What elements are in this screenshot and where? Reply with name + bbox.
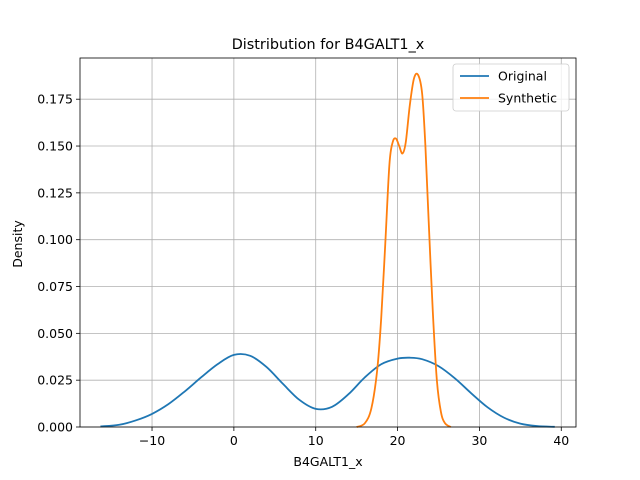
x-tick-label: 0 <box>230 433 238 448</box>
y-tick-label: 0.175 <box>37 92 73 107</box>
series-lines <box>100 72 555 428</box>
x-axis-ticks: −10 0 10 20 30 40 <box>139 427 569 448</box>
y-tick-label: 0.000 <box>37 420 73 435</box>
grid <box>80 58 576 428</box>
y-tick-label: 0.075 <box>37 279 73 294</box>
x-axis-label: B4GALT1_x <box>293 454 362 469</box>
x-tick-label: 20 <box>390 433 406 448</box>
y-axis-label: Density <box>10 220 25 268</box>
y-tick-label: 0.100 <box>37 232 73 247</box>
x-tick-label: 10 <box>308 433 324 448</box>
legend-label-synthetic: Synthetic <box>498 91 557 106</box>
plot-area <box>79 57 577 428</box>
series-line-original <box>100 353 555 428</box>
x-tick-label: 40 <box>553 433 569 448</box>
legend-label-original: Original <box>498 69 547 84</box>
y-axis-ticks: 0.000 0.025 0.050 0.075 0.100 0.125 0.150 0.175 <box>37 92 80 435</box>
y-tick-label: 0.150 <box>37 139 73 154</box>
y-tick-label: 0.025 <box>37 373 73 388</box>
y-tick-label: 0.050 <box>37 326 73 341</box>
legend: Original Synthetic <box>452 63 570 112</box>
x-tick-label: 30 <box>471 433 487 448</box>
y-tick-label: 0.125 <box>37 185 73 200</box>
x-tick-label: −10 <box>139 433 165 448</box>
chart-title: Distribution for B4GALT1_x <box>232 37 425 53</box>
series-line-synthetic <box>356 72 452 428</box>
